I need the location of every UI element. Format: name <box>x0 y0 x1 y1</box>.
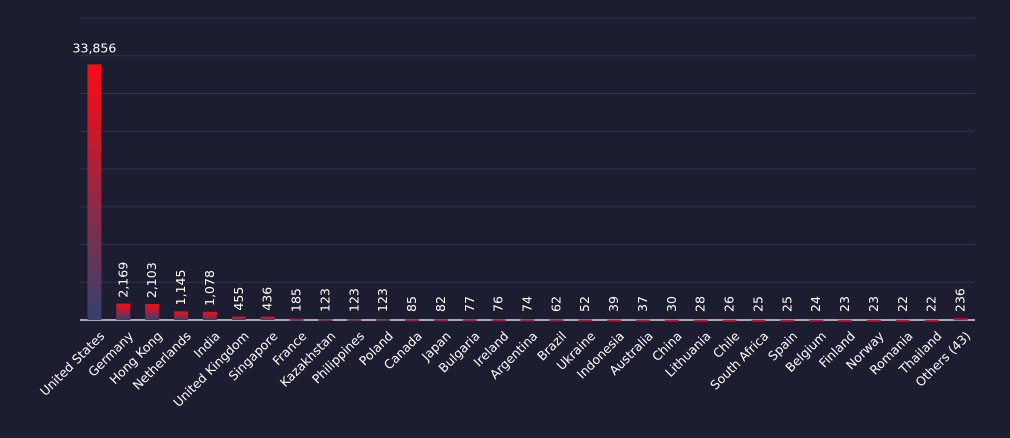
bar <box>260 316 275 320</box>
value-label: 236 <box>953 288 968 312</box>
bar <box>693 319 708 322</box>
bar <box>520 319 535 322</box>
bar <box>549 319 564 322</box>
value-label: 2,103 <box>144 262 159 298</box>
value-label: 123 <box>375 288 390 312</box>
value-label: 455 <box>231 287 246 311</box>
value-label: 123 <box>317 288 332 312</box>
bar <box>607 319 622 322</box>
bar <box>318 319 333 322</box>
value-label: 39 <box>606 296 621 312</box>
bar <box>174 311 189 320</box>
bar <box>866 319 881 322</box>
value-label: 2,169 <box>115 262 130 298</box>
bar <box>116 303 131 320</box>
value-label: 85 <box>404 296 419 312</box>
value-label: 436 <box>260 287 275 311</box>
bar <box>722 319 737 322</box>
bar <box>751 319 766 322</box>
value-label: 1,078 <box>202 270 217 306</box>
value-label: 33,856 <box>73 40 117 55</box>
bar <box>924 319 939 322</box>
value-label: 30 <box>664 296 679 312</box>
bar <box>433 319 448 322</box>
value-label: 123 <box>346 288 361 312</box>
bar <box>953 318 968 321</box>
value-label: 37 <box>635 296 650 312</box>
value-label: 22 <box>924 296 939 312</box>
value-label: 24 <box>808 296 823 312</box>
bar <box>202 311 217 320</box>
bar <box>347 319 362 322</box>
bar <box>462 319 477 322</box>
value-label: 82 <box>433 296 448 312</box>
value-label: 77 <box>462 296 477 312</box>
value-label: 25 <box>750 296 765 312</box>
bar <box>635 319 650 322</box>
value-label: 74 <box>520 296 535 312</box>
value-label: 1,145 <box>173 270 188 306</box>
value-label: 52 <box>577 296 592 312</box>
bar <box>895 319 910 322</box>
value-label: 28 <box>693 296 708 312</box>
value-label: 76 <box>491 296 506 312</box>
bar <box>780 319 795 322</box>
bar <box>809 319 824 322</box>
value-label: 62 <box>548 296 563 312</box>
bar <box>231 316 246 320</box>
value-label: 23 <box>866 296 881 312</box>
bar <box>578 319 593 322</box>
bar <box>289 318 304 321</box>
bar <box>838 319 853 322</box>
bar <box>376 319 391 322</box>
bar <box>145 304 160 320</box>
bar <box>491 319 506 322</box>
value-label: 23 <box>837 296 852 312</box>
value-label: 26 <box>722 296 737 312</box>
value-label: 22 <box>895 296 910 312</box>
bar <box>664 319 679 322</box>
bar <box>405 319 420 322</box>
bar <box>87 64 102 320</box>
value-label: 185 <box>289 288 304 312</box>
value-label: 25 <box>779 296 794 312</box>
